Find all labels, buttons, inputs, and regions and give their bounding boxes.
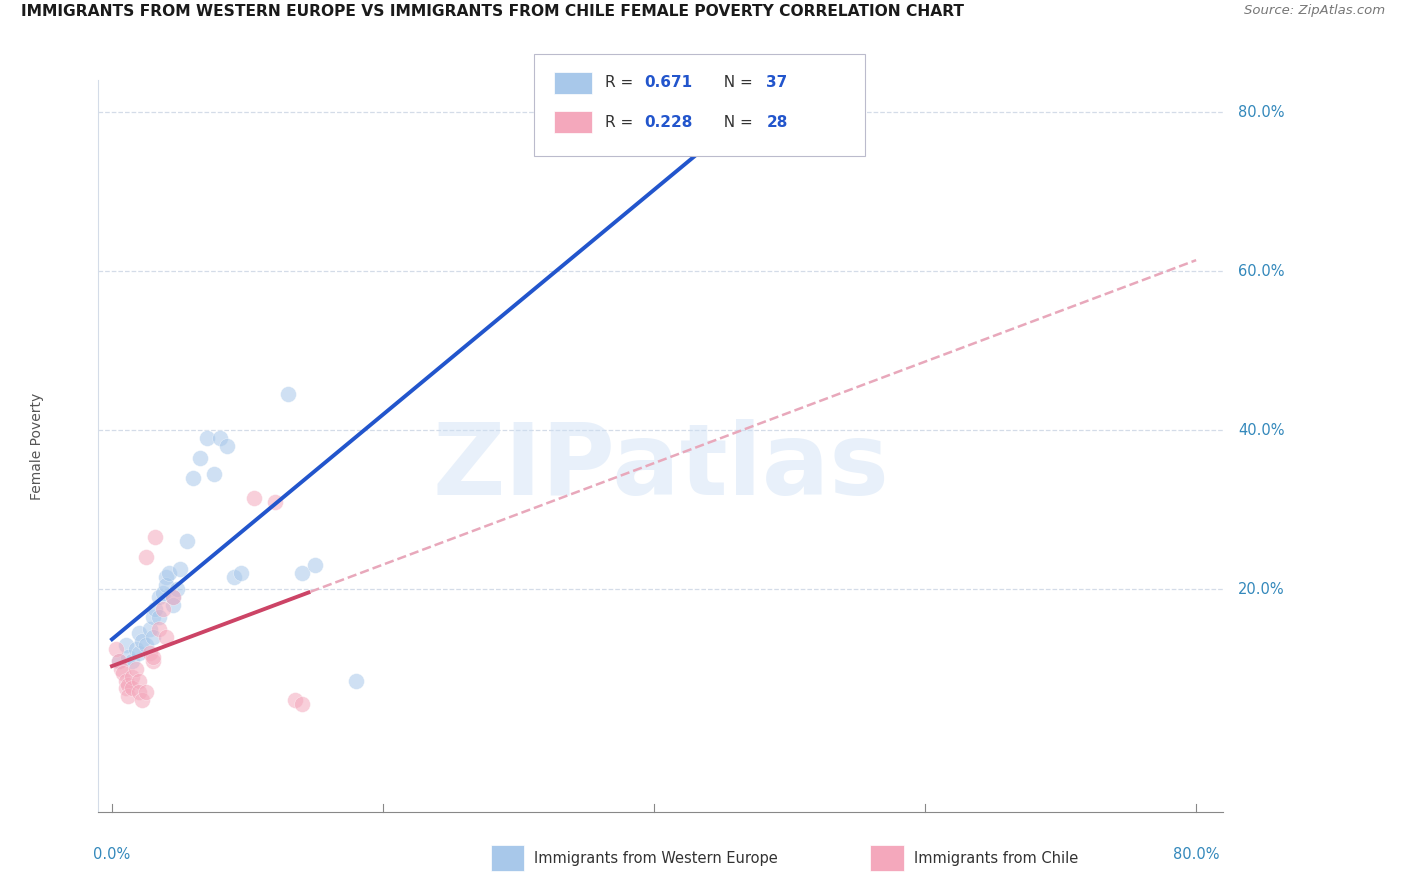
Point (110, 662, 132, 676)
Point (142, 654, 165, 668)
Text: R =: R = (605, 115, 638, 129)
Point (117, 677, 139, 691)
Text: ZIPatlas: ZIPatlas (433, 419, 889, 516)
Point (121, 654, 143, 668)
Point (169, 562, 191, 576)
Point (277, 387, 299, 401)
Point (209, 431, 232, 445)
Point (131, 693, 153, 707)
Point (114, 681, 136, 696)
Point (162, 590, 184, 604)
Text: 80.0%: 80.0% (1173, 847, 1219, 863)
Point (139, 622, 162, 636)
Text: 20.0%: 20.0% (1237, 582, 1285, 597)
Point (304, 558, 326, 573)
Point (128, 673, 150, 688)
Text: 80.0%: 80.0% (1237, 104, 1284, 120)
Text: N =: N = (714, 115, 758, 129)
Point (125, 662, 148, 676)
Point (148, 590, 170, 604)
Point (139, 646, 162, 660)
Text: 0.671: 0.671 (644, 76, 692, 90)
Point (142, 630, 165, 644)
Point (107, 654, 129, 668)
Text: 40.0%: 40.0% (1237, 423, 1284, 438)
Point (152, 586, 174, 600)
Point (125, 641, 148, 656)
Text: 37: 37 (766, 76, 787, 90)
Point (291, 698, 314, 712)
Point (152, 602, 174, 616)
Point (117, 690, 139, 704)
Point (148, 610, 170, 624)
Point (142, 649, 165, 664)
Point (202, 467, 225, 481)
Text: R =: R = (605, 76, 638, 90)
Point (229, 566, 252, 581)
Point (107, 654, 129, 668)
Point (291, 566, 314, 581)
Text: Female Poverty: Female Poverty (30, 392, 44, 500)
Point (155, 570, 177, 584)
Point (143, 602, 166, 616)
Text: Immigrants from Western Europe: Immigrants from Western Europe (534, 851, 778, 865)
Text: 28: 28 (766, 115, 787, 129)
Point (155, 578, 177, 592)
Point (623, 136, 645, 151)
Point (142, 610, 165, 624)
Point (188, 450, 211, 465)
Point (117, 649, 139, 664)
Point (176, 534, 198, 549)
Point (222, 570, 245, 584)
Point (114, 673, 136, 688)
Point (243, 491, 266, 505)
Point (148, 622, 170, 636)
Point (284, 693, 307, 707)
Text: IMMIGRANTS FROM WESTERN EUROPE VS IMMIGRANTS FROM CHILE FEMALE POVERTY CORRELATI: IMMIGRANTS FROM WESTERN EUROPE VS IMMIGR… (21, 4, 965, 20)
Point (128, 646, 150, 660)
Point (121, 669, 143, 683)
Point (135, 638, 157, 652)
Point (217, 439, 239, 453)
Point (181, 471, 204, 485)
Point (111, 665, 134, 680)
Text: 60.0%: 60.0% (1237, 264, 1284, 278)
Point (131, 633, 153, 648)
Point (105, 641, 128, 656)
Text: 0.228: 0.228 (644, 115, 692, 129)
Point (166, 582, 188, 596)
Text: Source: ZipAtlas.com: Source: ZipAtlas.com (1244, 4, 1385, 18)
Point (114, 638, 136, 652)
Point (157, 566, 180, 581)
Point (128, 625, 150, 640)
Point (143, 530, 166, 544)
Text: Immigrants from Chile: Immigrants from Chile (914, 851, 1078, 865)
Point (162, 590, 184, 604)
Text: N =: N = (714, 76, 758, 90)
Text: 0.0%: 0.0% (93, 847, 131, 863)
Point (263, 494, 285, 508)
Point (195, 431, 218, 445)
Point (162, 598, 184, 612)
Point (344, 673, 367, 688)
Point (155, 630, 177, 644)
Point (128, 685, 150, 699)
Point (135, 685, 157, 699)
Point (121, 681, 143, 696)
Point (135, 550, 157, 565)
